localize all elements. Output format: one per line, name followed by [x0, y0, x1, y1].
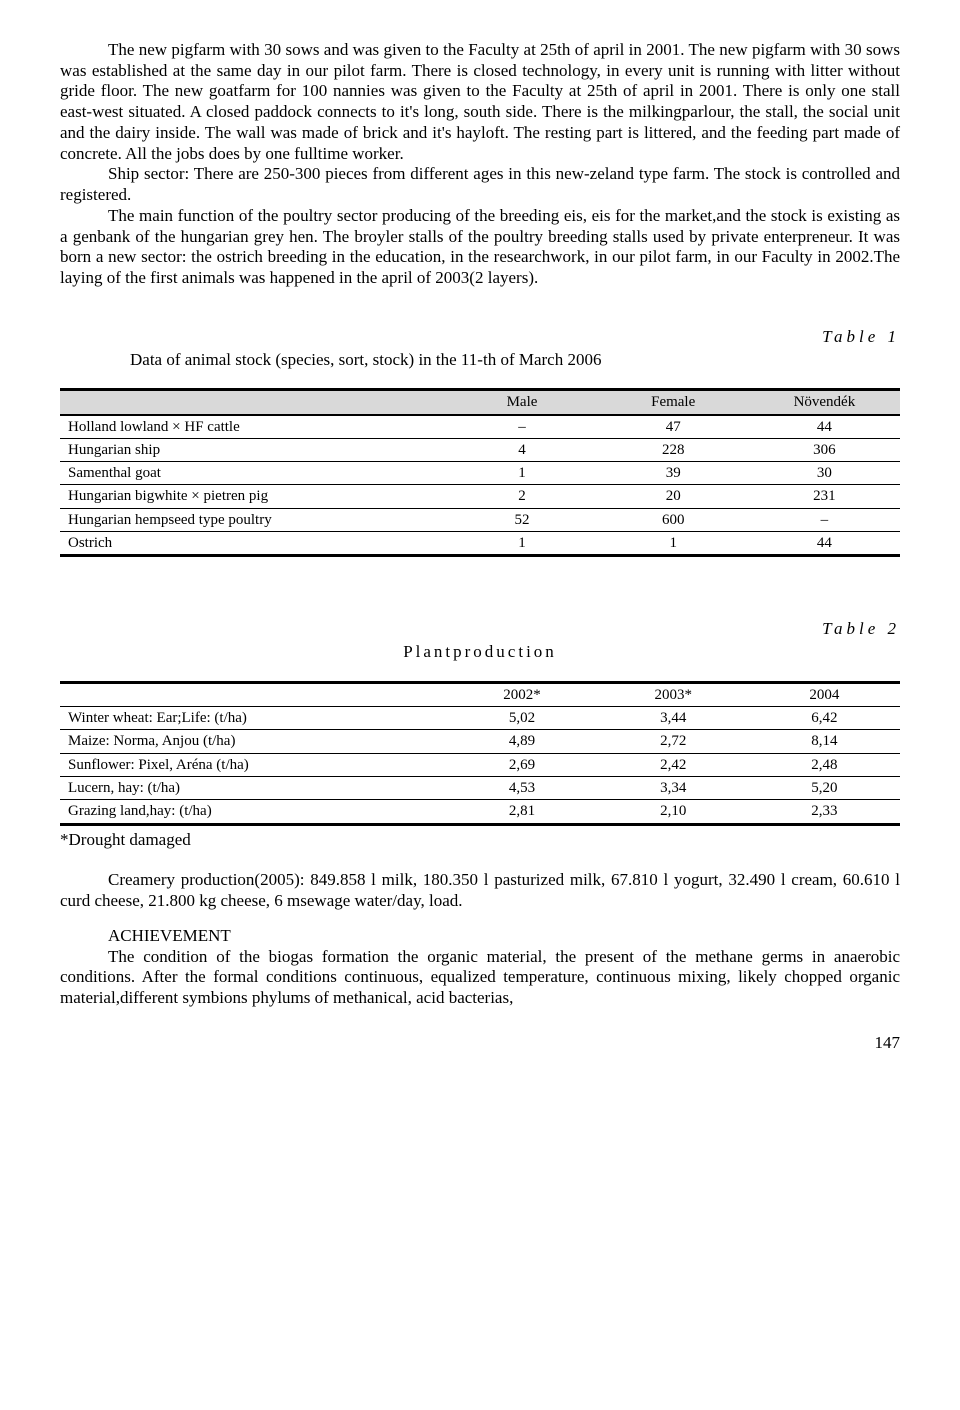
row-value: 44	[749, 532, 900, 556]
row-value: 600	[598, 508, 749, 531]
row-label: Hungarian ship	[60, 438, 446, 461]
row-value: 2,69	[446, 753, 597, 776]
row-value: 47	[598, 415, 749, 439]
row-value: –	[749, 508, 900, 531]
col-2003: 2003*	[598, 682, 749, 706]
row-value: 2,81	[446, 800, 597, 824]
row-value: 2,42	[598, 753, 749, 776]
table1-body: Holland lowland × HF cattle–4744Hungaria…	[60, 415, 900, 556]
table-row: Sunflower: Pixel, Aréna (t/ha)2,692,422,…	[60, 753, 900, 776]
row-value: 4,53	[446, 777, 597, 800]
row-value: 4,89	[446, 730, 597, 753]
table-header-row: Male Female Növendék	[60, 390, 900, 415]
row-value: 3,44	[598, 707, 749, 730]
row-label: Grazing land,hay: (t/ha)	[60, 800, 446, 824]
row-value: 306	[749, 438, 900, 461]
row-value: 228	[598, 438, 749, 461]
creamery-paragraph: Creamery production(2005): 849.858 l mil…	[60, 870, 900, 911]
table2-body: Winter wheat: Ear;Life: (t/ha)5,023,446,…	[60, 707, 900, 824]
table-row: Lucern, hay: (t/ha)4,533,345,20	[60, 777, 900, 800]
row-label: Lucern, hay: (t/ha)	[60, 777, 446, 800]
table2-label: Table 2	[60, 619, 900, 640]
row-label: Winter wheat: Ear;Life: (t/ha)	[60, 707, 446, 730]
row-value: 1	[446, 532, 597, 556]
achievement-body: The condition of the biogas formation th…	[60, 947, 900, 1009]
table-row: Maize: Norma, Anjou (t/ha)4,892,728,14	[60, 730, 900, 753]
col-female: Female	[598, 390, 749, 415]
table-row: Hungarian hempseed type poultry52600–	[60, 508, 900, 531]
row-value: 5,02	[446, 707, 597, 730]
paragraph-1: The new pigfarm with 30 sows and was giv…	[60, 40, 900, 164]
row-value: 2,33	[749, 800, 900, 824]
row-value: 4	[446, 438, 597, 461]
row-value: 1	[598, 532, 749, 556]
row-value: 30	[749, 462, 900, 485]
table1-caption: Data of animal stock (species, sort, sto…	[60, 350, 900, 371]
row-value: 231	[749, 485, 900, 508]
row-value: 8,14	[749, 730, 900, 753]
table-row: Samenthal goat13930	[60, 462, 900, 485]
table-row: Hungarian ship4228306	[60, 438, 900, 461]
table-row: Ostrich1144	[60, 532, 900, 556]
col-novendek: Növendék	[749, 390, 900, 415]
table-header-row: 2002* 2003* 2004	[60, 682, 900, 706]
row-value: 2,48	[749, 753, 900, 776]
row-label: Maize: Norma, Anjou (t/ha)	[60, 730, 446, 753]
table-plant-production: 2002* 2003* 2004 Winter wheat: Ear;Life:…	[60, 681, 900, 826]
table-animal-stock: Male Female Növendék Holland lowland × H…	[60, 388, 900, 557]
paragraph-2: Ship sector: There are 250-300 pieces fr…	[60, 164, 900, 205]
achievement-heading: ACHIEVEMENT	[60, 926, 900, 947]
table-row: Winter wheat: Ear;Life: (t/ha)5,023,446,…	[60, 707, 900, 730]
row-value: 2	[446, 485, 597, 508]
row-value: 1	[446, 462, 597, 485]
page-number: 147	[60, 1033, 900, 1054]
table2-caption: Plantproduction	[60, 642, 900, 663]
col-2002: 2002*	[446, 682, 597, 706]
row-label: Holland lowland × HF cattle	[60, 415, 446, 439]
row-label: Hungarian hempseed type poultry	[60, 508, 446, 531]
row-value: 5,20	[749, 777, 900, 800]
row-value: –	[446, 415, 597, 439]
row-label: Sunflower: Pixel, Aréna (t/ha)	[60, 753, 446, 776]
row-label: Hungarian bigwhite × pietren pig	[60, 485, 446, 508]
row-value: 52	[446, 508, 597, 531]
table2-footnote: *Drought damaged	[60, 830, 900, 851]
row-value: 6,42	[749, 707, 900, 730]
table-row: Hungarian bigwhite × pietren pig220231	[60, 485, 900, 508]
row-label: Ostrich	[60, 532, 446, 556]
row-label: Samenthal goat	[60, 462, 446, 485]
col-2004: 2004	[749, 682, 900, 706]
table1-label: Table 1	[60, 327, 900, 348]
table-row: Holland lowland × HF cattle–4744	[60, 415, 900, 439]
col-male: Male	[446, 390, 597, 415]
row-value: 44	[749, 415, 900, 439]
col-crop	[60, 682, 446, 706]
row-value: 2,10	[598, 800, 749, 824]
col-species	[60, 390, 446, 415]
row-value: 39	[598, 462, 749, 485]
row-value: 3,34	[598, 777, 749, 800]
paragraph-3: The main function of the poultry sector …	[60, 206, 900, 289]
table-row: Grazing land,hay: (t/ha)2,812,102,33	[60, 800, 900, 824]
row-value: 20	[598, 485, 749, 508]
row-value: 2,72	[598, 730, 749, 753]
